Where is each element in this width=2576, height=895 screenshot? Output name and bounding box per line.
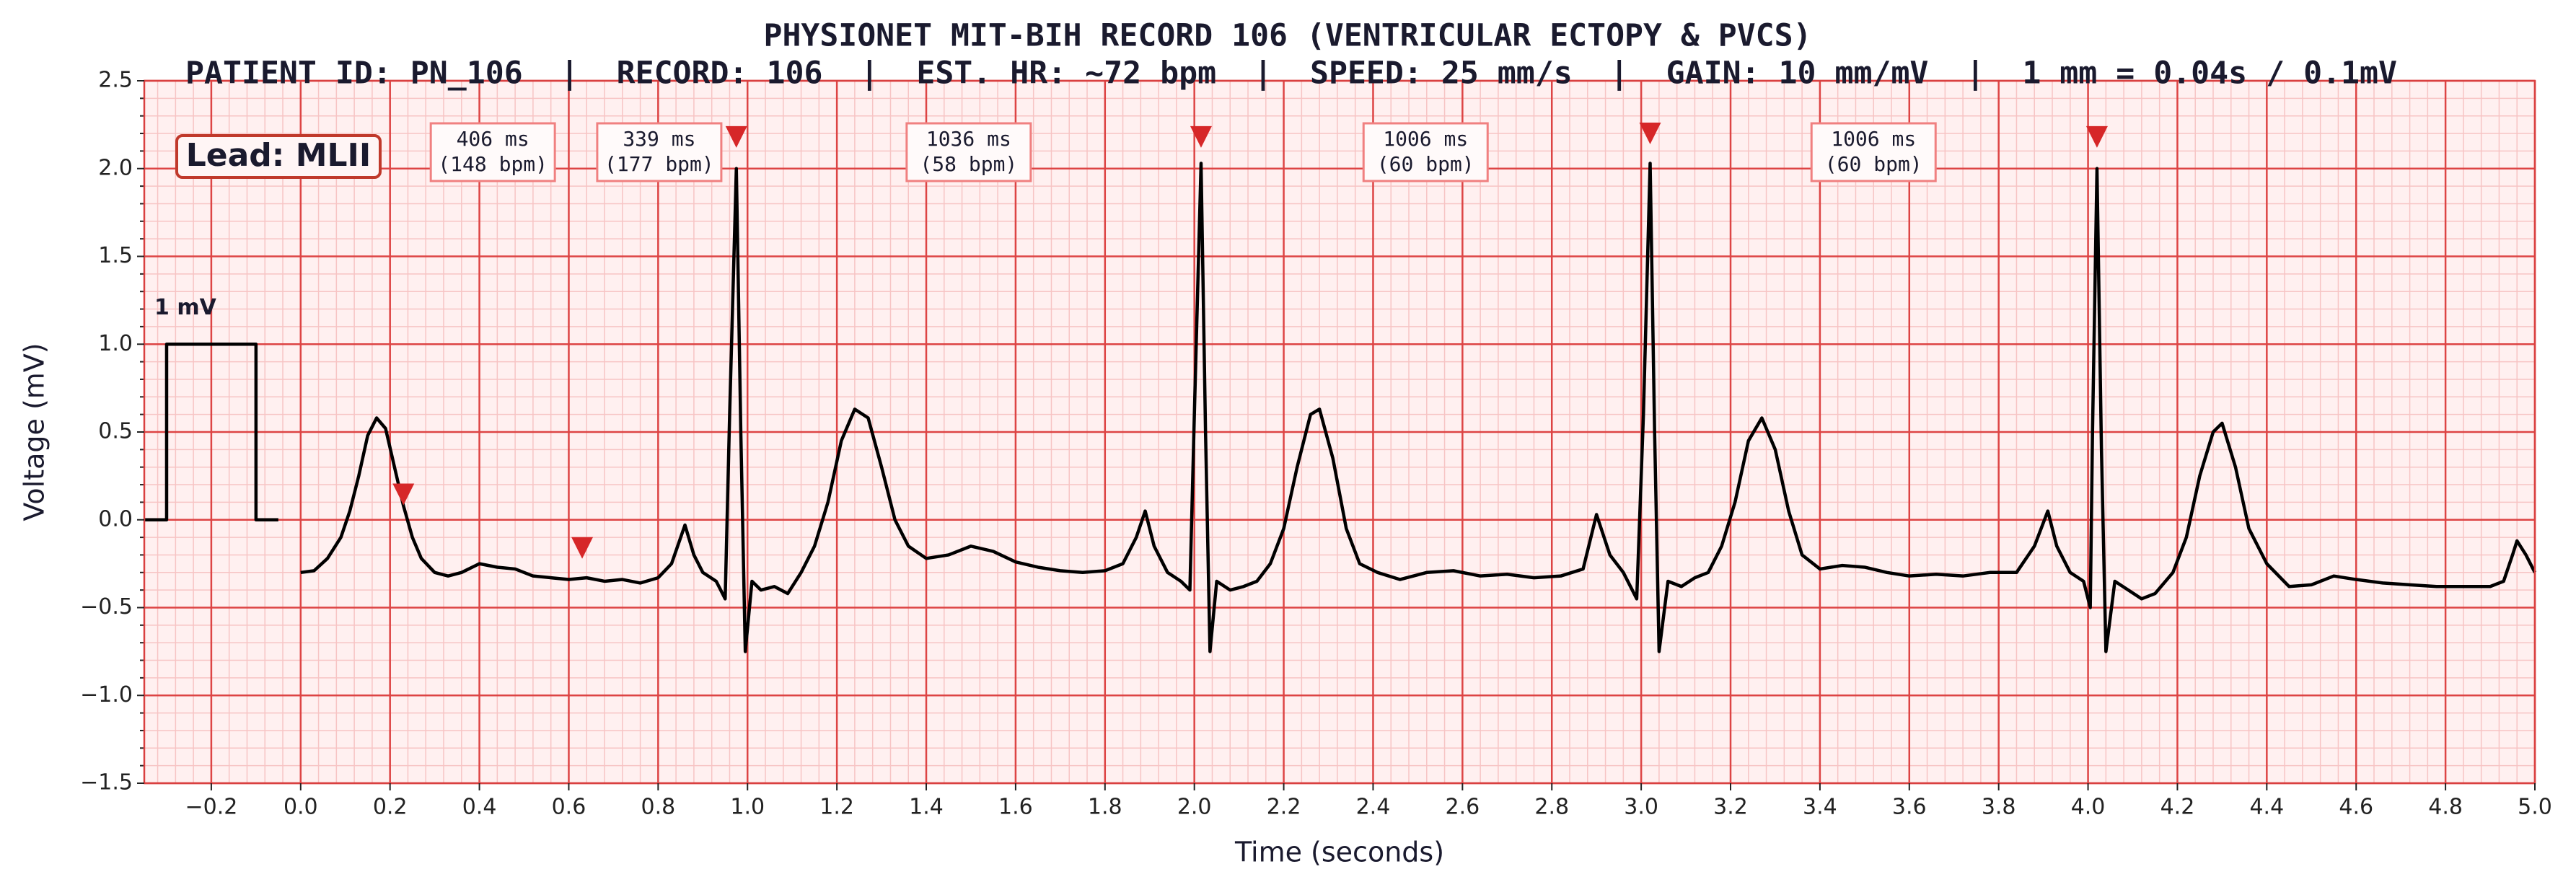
interval-label: (177 bpm): [605, 152, 714, 176]
x-tick-label: 0.6: [552, 795, 586, 820]
calibration-pulse: [144, 343, 278, 521]
interval-label-box: [1810, 122, 1937, 182]
interval-label: (60 bpm): [1377, 152, 1474, 176]
chart-title: PHYSIONET MIT-BIH RECORD 106 (VENTRICULA…: [764, 18, 1812, 54]
x-tick-label: −0.2: [185, 795, 237, 820]
beat-marker: [392, 483, 415, 506]
x-tick-label: 1.6: [998, 795, 1033, 820]
y-tick-label: 0.0: [98, 506, 133, 532]
y-tick-label: 2.0: [98, 155, 133, 180]
y-tick-label: −0.5: [80, 594, 133, 620]
interval-label-box: [429, 122, 556, 182]
interval-label: (148 bpm): [438, 152, 548, 176]
interval-label: 406 ms: [457, 127, 529, 151]
x-tick-label: 3.8: [1982, 795, 2016, 820]
interval-label-box: [905, 122, 1032, 182]
x-tick-label: 1.0: [730, 795, 765, 820]
x-tick-label: 5.0: [2518, 795, 2552, 820]
interval-label: 1006 ms: [1831, 127, 1916, 151]
x-tick-label: 1.4: [909, 795, 944, 820]
x-tick-label: 1.2: [819, 795, 854, 820]
beat-marker: [571, 537, 594, 559]
y-tick-label: 1.5: [98, 243, 133, 268]
x-tick-label: 4.8: [2428, 795, 2463, 820]
calibration-label: 1 mV: [154, 295, 217, 320]
x-tick-label: 4.6: [2339, 795, 2373, 820]
x-tick-label: 0.0: [283, 795, 318, 820]
x-axis-label: Time (seconds): [1234, 837, 1444, 868]
x-tick-label: 4.4: [2249, 795, 2284, 820]
beat-marker: [2085, 125, 2108, 148]
x-tick-label: 2.2: [1267, 795, 1301, 820]
x-tick-label: 0.8: [641, 795, 675, 820]
x-tick-label: 0.2: [373, 795, 408, 820]
y-tick-label: −1.0: [80, 682, 133, 707]
x-tick-label: 2.6: [1445, 795, 1480, 820]
grid: [140, 79, 2536, 785]
x-tick-label: 3.2: [1713, 795, 1748, 820]
marks: [144, 123, 2537, 653]
chart-subtitle: PATIENT ID: PN_106 | RECORD: 106 | EST. …: [185, 56, 2397, 92]
x-tick-label: 3.0: [1624, 795, 1658, 820]
beat-marker: [725, 125, 747, 148]
x-tick-label: 3.6: [1892, 795, 1927, 820]
x-tick-label: 4.0: [2071, 795, 2106, 820]
y-tick-label: 2.5: [98, 68, 133, 93]
interval-label: 339 ms: [623, 127, 695, 151]
x-tick-label: 0.4: [462, 795, 497, 820]
y-tick-label: 1.0: [98, 331, 133, 356]
y-tick-label: −1.5: [80, 770, 133, 795]
y-axis-label: Voltage (mV): [19, 343, 50, 521]
x-tick-label: 2.4: [1356, 795, 1391, 820]
beat-marker: [1639, 123, 1661, 145]
lead-label: Lead: MLII: [186, 137, 372, 174]
x-tick-label: 1.8: [1088, 795, 1122, 820]
interval-label-box: [596, 122, 723, 182]
interval-label: (58 bpm): [920, 152, 1017, 176]
lead-label-box: [175, 134, 382, 179]
beat-marker: [1190, 125, 1212, 148]
x-tick-label: 4.2: [2160, 795, 2195, 820]
x-tick-label: 2.0: [1177, 795, 1212, 820]
x-tick-label: 2.8: [1534, 795, 1569, 820]
interval-label: (60 bpm): [1825, 152, 1922, 176]
interval-label: 1036 ms: [926, 127, 1011, 151]
ecg-trace: [300, 162, 2537, 653]
y-tick-label: 0.5: [98, 419, 133, 444]
interval-label: 1006 ms: [1383, 127, 1468, 151]
x-tick-label: 3.4: [1803, 795, 1837, 820]
interval-label-box: [1362, 122, 1489, 182]
